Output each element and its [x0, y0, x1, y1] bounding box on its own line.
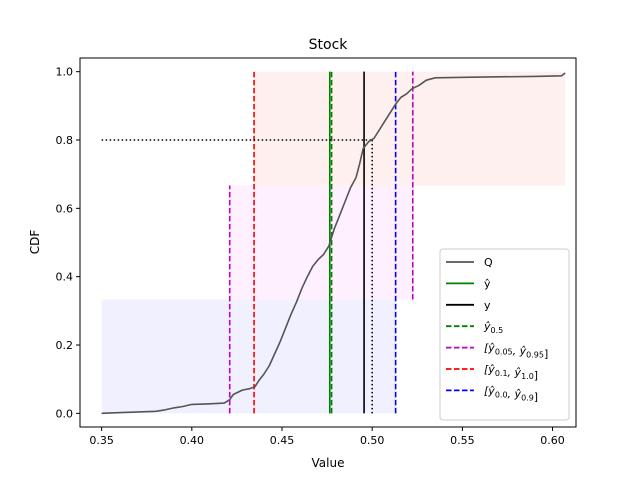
series-layer	[101, 72, 566, 415]
x-tick-label: 0.60	[540, 434, 565, 447]
legend: Qŷy ŷ0.5 [ŷ0.05, ŷ0.95] [ŷ0.1, ŷ1.0] [ŷ0.0, …	[439, 248, 570, 421]
series-line-q	[101, 72, 566, 415]
legend-label: ŷ0.5	[483, 320, 503, 335]
band-red	[254, 71, 566, 186]
plot-area	[101, 71, 566, 415]
legend-box	[439, 248, 570, 421]
y-tick-label: 0.8	[56, 134, 74, 147]
legend-label: [ŷ0.1, ŷ1.0]	[484, 363, 538, 382]
y-axis-ticks: 0.0 0.2 0.4 0.6 0.8 1.0	[56, 66, 80, 420]
x-tick-label: 0.40	[180, 434, 205, 447]
vertical-marker-lines	[228, 71, 414, 414]
legend-label: Q	[484, 256, 493, 269]
legend-label: y	[484, 299, 491, 312]
band-magenta	[229, 185, 413, 300]
y-tick-label: 0.6	[56, 202, 74, 215]
y-tick-label: 0.0	[56, 407, 74, 420]
y-tick-label: 0.2	[56, 339, 74, 352]
x-axis-label: Value	[312, 456, 345, 470]
legend-items: Qŷy ŷ0.5 [ŷ0.05, ŷ0.95] [ŷ0.1, ŷ1.0] [ŷ0.0, …	[446, 256, 548, 403]
chart-title: Stock	[309, 37, 349, 53]
y-axis-label: CDF	[28, 230, 42, 255]
y-tick-label: 0.4	[56, 271, 74, 284]
y-tick-label: 1.0	[56, 66, 74, 79]
x-tick-label: 0.50	[360, 434, 385, 447]
band-blue	[101, 299, 396, 414]
axes-frame	[79, 57, 577, 428]
legend-label: [ŷ0.05, ŷ0.95]	[484, 342, 548, 361]
x-tick-label: 0.35	[89, 434, 114, 447]
x-tick-label: 0.45	[270, 434, 295, 447]
x-tick-label: 0.55	[450, 434, 475, 447]
legend-label: ŷ	[484, 277, 491, 290]
legend-label: [ŷ0.0, ŷ0.9]	[484, 384, 538, 403]
x-axis-ticks: 0.35 0.40 0.45 0.50 0.55 0.60	[89, 427, 565, 447]
shaded-bands	[101, 71, 566, 414]
